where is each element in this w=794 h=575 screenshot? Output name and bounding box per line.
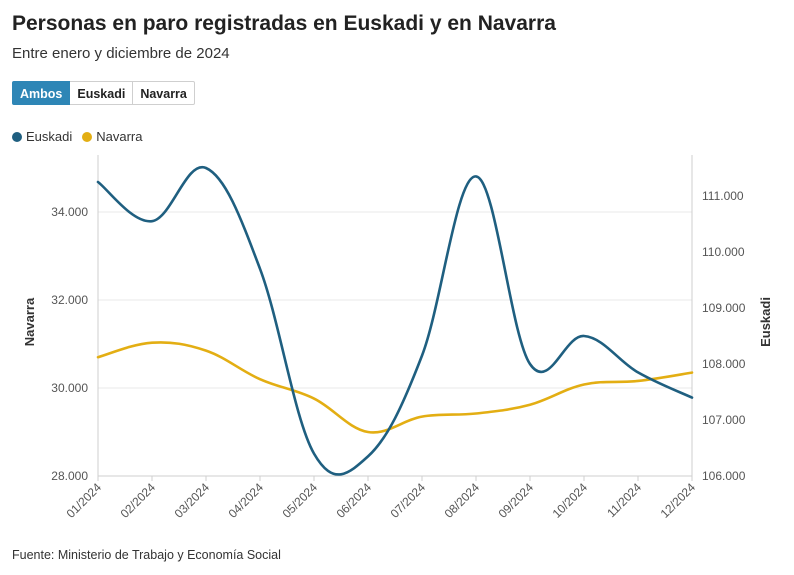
left-tick-label: 34.000 xyxy=(51,205,88,219)
right-tick-label: 110.000 xyxy=(702,245,745,259)
legend-label-euskadi: Euskadi xyxy=(26,129,73,144)
legend-item-navarra[interactable]: Navarra xyxy=(82,129,143,144)
right-tick-label: 106.000 xyxy=(702,469,746,483)
legend-swatch-euskadi xyxy=(12,131,22,142)
left-tick-label: 28.000 xyxy=(51,469,88,483)
x-tick-label: 01/2024 xyxy=(64,480,105,521)
tab-euskadi[interactable]: Euskadi xyxy=(70,81,134,105)
right-axis-title: Euskadi xyxy=(758,297,773,347)
x-tick-label: 10/2024 xyxy=(550,480,591,521)
left-tick-label: 30.000 xyxy=(51,381,88,395)
chart-title: Personas en paro registradas en Euskadi … xyxy=(12,12,556,35)
x-tick-label: 02/2024 xyxy=(118,480,159,521)
x-tick-label: 05/2024 xyxy=(280,480,321,521)
x-tick-label: 09/2024 xyxy=(496,480,537,521)
chart-legend: Euskadi Navarra xyxy=(12,129,153,144)
right-tick-label: 111.000 xyxy=(702,189,744,203)
tab-navarra[interactable]: Navarra xyxy=(133,81,195,105)
legend-item-euskadi[interactable]: Euskadi xyxy=(12,129,72,144)
legend-label-navarra: Navarra xyxy=(96,129,143,144)
x-tick-label: 11/2024 xyxy=(604,480,644,520)
x-tick-label: 08/2024 xyxy=(442,480,483,521)
series-line-euskadi xyxy=(96,165,694,476)
right-tick-label: 107.000 xyxy=(702,413,746,427)
source-footer: Fuente: Ministerio de Trabajo y Economía… xyxy=(12,548,281,562)
right-tick-label: 108.000 xyxy=(702,357,746,371)
legend-swatch-navarra xyxy=(82,131,93,142)
left-tick-label: 32.000 xyxy=(51,293,88,307)
tab-ambos[interactable]: Ambos xyxy=(12,81,71,105)
x-tick-label: 12/2024 xyxy=(658,480,699,521)
series-line-navarra xyxy=(96,341,694,434)
x-tick-label: 03/2024 xyxy=(172,480,213,521)
x-tick-label: 07/2024 xyxy=(388,480,429,521)
x-tick-label: 04/2024 xyxy=(226,480,267,521)
left-axis-title: Navarra xyxy=(22,297,37,346)
series-filter-tabs: Ambos Euskadi Navarra xyxy=(12,81,195,105)
right-tick-label: 109.000 xyxy=(702,301,746,315)
x-tick-label: 06/2024 xyxy=(334,480,375,521)
chart-subtitle: Entre enero y diciembre de 2024 xyxy=(12,45,230,62)
